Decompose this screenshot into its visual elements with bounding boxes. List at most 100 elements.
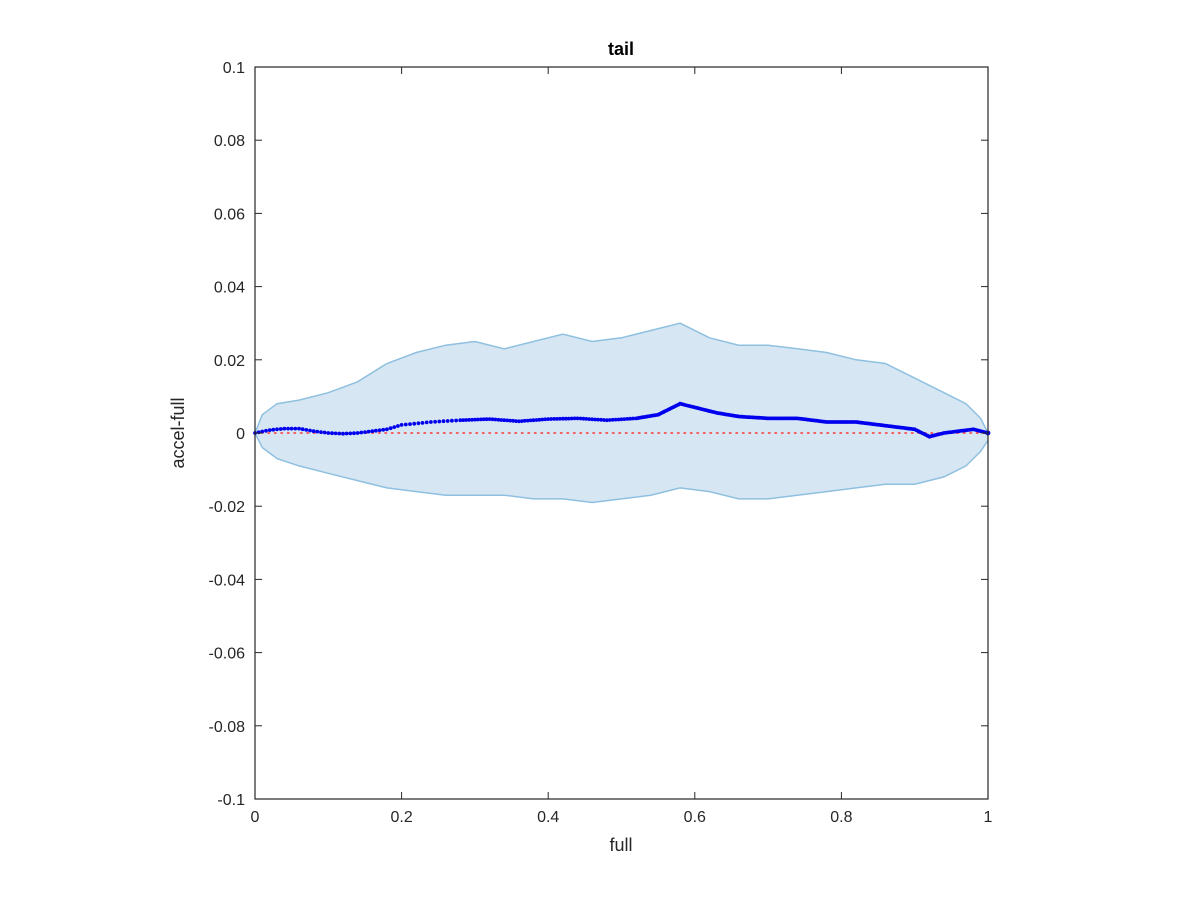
mean-point [581,416,586,421]
mean-point [540,417,545,422]
mean-point [569,416,574,421]
mean-point [403,422,408,427]
mean-point [549,417,553,421]
mean-point [450,418,454,423]
mean-point [496,417,501,422]
mean-point [599,417,603,422]
mean-point [278,427,283,431]
mean-point [304,428,309,432]
mean-point [441,419,446,424]
y-tick-label: -0.06 [209,646,246,663]
mean-point [522,418,527,423]
mean-point [264,428,268,433]
mean-point [628,416,633,421]
mean-point [625,417,630,421]
mean-point [596,417,600,422]
mean-point [352,431,356,436]
x-tick-label: 0.2 [390,809,412,826]
y-tick-label: 0.04 [214,280,245,297]
y-tick-label: 0.1 [223,60,245,77]
mean-point [616,417,621,422]
mean-point [517,419,521,424]
mean-series [253,401,991,439]
mean-point [584,417,589,421]
mean-point [464,418,468,422]
mean-point [429,420,433,424]
mean-point [433,419,437,424]
mean-point [311,429,316,434]
mean-point [473,417,477,422]
mean-point [555,417,559,421]
mean-point [322,430,327,435]
mean-point [454,418,458,423]
y-tick-label: 0.06 [214,206,245,223]
x-tick-label: 0.4 [537,809,559,826]
x-tick-label: 0.6 [684,809,706,826]
mean-point [286,426,290,431]
mean-point [341,431,345,436]
y-tick-label: 0.08 [214,133,245,150]
axes: 0 0.2 0.4 0.6 0.8 1 0.1 0.08 0.06 0.04 0.02 0 -0.02 -… [209,60,993,826]
mean-point [388,426,393,431]
mean-point [613,417,618,422]
y-tick-label: -0.08 [209,719,246,736]
mean-point [344,431,349,436]
mean-point [484,417,489,422]
mean-point [308,428,312,433]
mean-point [631,416,636,421]
mean-point [537,417,542,422]
mean-point [445,419,450,423]
mean-point [289,426,294,431]
mean-point [481,417,486,422]
x-tick-label: 0 [251,809,260,826]
mean-point [412,421,417,426]
mean-point [546,417,551,421]
mean-point [348,431,353,436]
mean-point [563,416,568,421]
mean-point [416,421,421,426]
y-axis-label: accel-full [168,397,188,468]
mean-point [330,431,334,436]
mean-point [575,416,580,421]
mean-point [593,417,597,422]
mean-point [505,418,510,423]
mean-point [408,422,412,426]
y-tick-label: -0.02 [209,499,246,516]
mean-point [260,429,265,434]
mean-point [363,430,367,434]
mean-point [256,430,261,435]
mean-point [619,417,624,422]
mean-point [604,418,609,423]
mean-point [487,417,492,421]
mean-point [366,429,371,434]
confidence-band [255,323,988,503]
y-tick-label: -0.04 [209,572,246,589]
x-tick-label: 0.8 [830,809,852,826]
mean-point [534,418,539,422]
mean-point [333,431,338,436]
mean-point [566,416,571,421]
mean-point [558,416,562,421]
mean-point [519,419,524,423]
y-tick-label: 0 [236,426,245,443]
mean-point [493,417,498,422]
mean-point [275,427,279,432]
mean-point [610,417,615,422]
mean-point [424,420,429,425]
mean-point [499,418,504,422]
mean-point [508,418,512,423]
mean-point [490,417,495,422]
mean-point [470,417,474,422]
mean-point [355,431,360,435]
mean-point [458,418,463,423]
mean-point [528,418,533,423]
mean-point [377,428,382,433]
band-lower-edge [254,432,989,504]
mean-point [267,428,272,432]
mean-point [467,418,471,422]
mean-point [300,427,305,432]
mean-point [502,418,507,423]
mean-point [420,421,425,425]
mean-point [478,417,483,422]
x-axis-label: full [609,835,632,855]
